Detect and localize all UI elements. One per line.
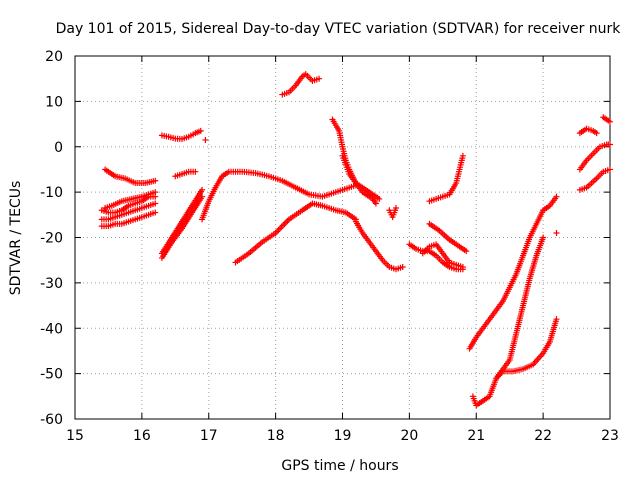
x-tick-label: 18 <box>267 428 285 444</box>
data-point <box>152 200 159 207</box>
x-tick-label: 19 <box>334 428 352 444</box>
data-point <box>540 234 547 241</box>
axis-ticks: 15 16 17 18 19 20 21 22 23 -60 -50 -40 -30 -20 -10 0 10 2… <box>40 49 619 444</box>
data-point <box>152 209 159 216</box>
y-tick-label: 20 <box>45 49 63 65</box>
y-axis-label: SDTVAR / TECUs <box>8 181 24 296</box>
data-point <box>593 130 600 137</box>
data-point <box>553 316 560 323</box>
x-tick-label: 23 <box>601 428 619 444</box>
data-point <box>152 177 159 184</box>
data-point <box>399 263 406 270</box>
y-tick-label: -40 <box>40 321 63 337</box>
data-point <box>553 193 560 200</box>
y-tick-label: -10 <box>40 185 63 201</box>
data-point <box>376 195 383 202</box>
data-point <box>459 152 466 159</box>
x-tick-label: 15 <box>66 428 84 444</box>
data-point <box>197 127 204 134</box>
x-tick-label: 20 <box>400 428 418 444</box>
y-tick-label: -60 <box>40 412 63 428</box>
x-tick-label: 16 <box>133 428 151 444</box>
data-point <box>372 200 379 207</box>
y-tick-label: -20 <box>40 231 63 247</box>
x-axis-label: GPS time / hours <box>281 458 398 474</box>
data-point <box>463 248 470 255</box>
chart-title: Day 101 of 2015, Sidereal Day-to-day VTE… <box>56 21 622 37</box>
x-tick-label: 22 <box>534 428 552 444</box>
data-point <box>202 136 209 143</box>
y-tick-label: 10 <box>45 94 63 110</box>
y-tick-label: -50 <box>40 367 63 383</box>
y-tick-label: 0 <box>54 140 63 156</box>
x-tick-label: 17 <box>200 428 218 444</box>
data-point <box>459 263 466 270</box>
data-point <box>553 229 560 236</box>
x-tick-label: 21 <box>467 428 485 444</box>
data-points <box>98 71 613 409</box>
data-point <box>152 189 159 196</box>
data-point <box>607 166 613 173</box>
grid <box>75 56 610 419</box>
data-point <box>192 168 199 175</box>
data-point <box>607 118 613 125</box>
data-point <box>316 75 323 82</box>
data-point <box>607 141 613 148</box>
y-tick-label: -30 <box>40 276 63 292</box>
data-point <box>199 186 206 193</box>
data-point <box>393 205 399 212</box>
